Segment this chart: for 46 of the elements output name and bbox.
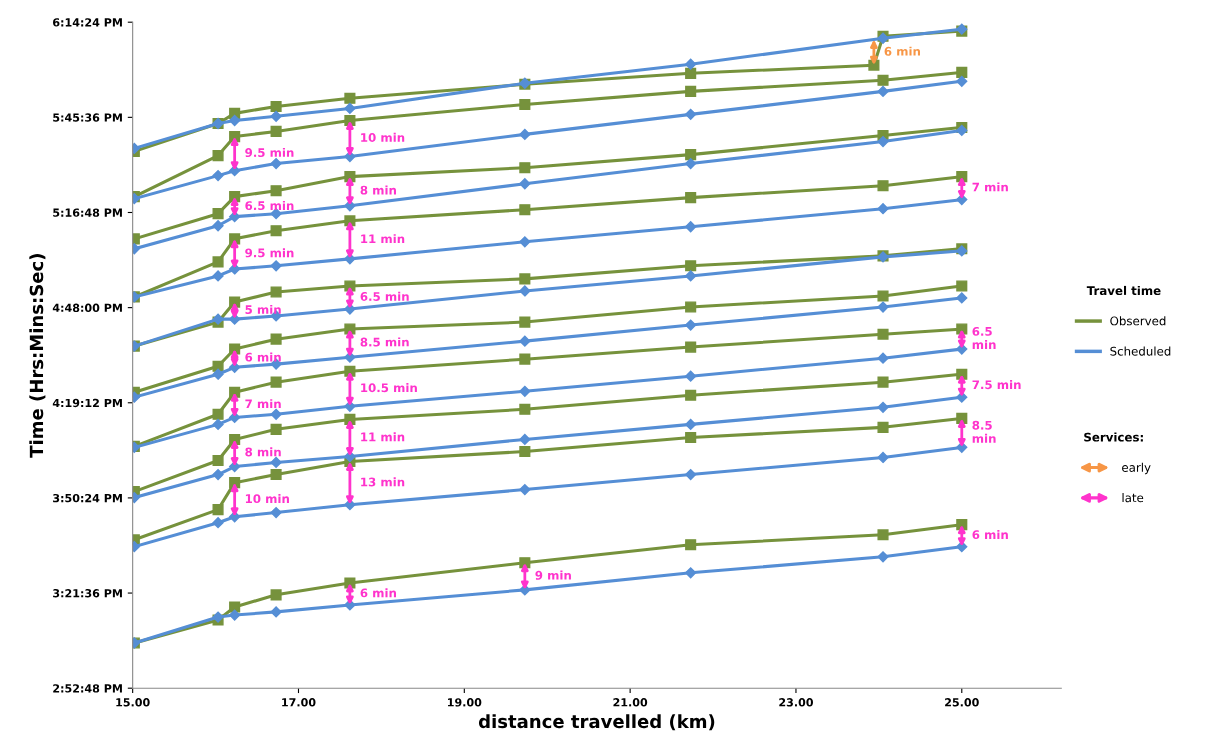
y-tick-label: 3:50:24 PM bbox=[53, 493, 122, 503]
annotation: 10 min bbox=[361, 132, 405, 142]
annotation: 6.5 min bbox=[972, 326, 996, 349]
annotation: 7.5 min bbox=[972, 380, 1021, 390]
y-tick-label: 4:48:00 PM bbox=[52, 303, 122, 313]
annotation: 5 min bbox=[245, 304, 281, 315]
annotation: 10 min bbox=[245, 493, 289, 504]
annotation: 8 min bbox=[245, 447, 281, 457]
annotation: 10.5 min bbox=[361, 383, 417, 393]
annotation: 11 min bbox=[361, 432, 405, 442]
x-tick-label: 19.00 bbox=[447, 698, 482, 707]
y-axis-title: Time (Hrs:Mins:Sec) bbox=[29, 254, 46, 458]
x-axis-title: distance travelled (km) bbox=[478, 714, 715, 731]
annotation: 6.5 min bbox=[245, 200, 294, 211]
y-tick-label: 5:16:48 PM bbox=[53, 208, 122, 217]
text: late bbox=[1122, 493, 1144, 503]
annotation: 9 min bbox=[535, 570, 571, 580]
x-tick-label: 17.00 bbox=[282, 698, 316, 707]
y-tick-label: 4:19:12 PM bbox=[52, 398, 122, 408]
x-tick-label: 23.00 bbox=[779, 698, 813, 707]
annotation: 9.5 min bbox=[245, 248, 294, 258]
annotation: 7 min bbox=[245, 399, 281, 409]
legend-label: Scheduled bbox=[1110, 346, 1171, 356]
annotation: 8.5 min bbox=[972, 420, 996, 443]
legend-label: Observed bbox=[1110, 316, 1166, 326]
y-tick-label: 5:45:36 PM bbox=[53, 113, 122, 122]
annotation: 7 min bbox=[972, 182, 1008, 192]
y-tick-label: 2:52:48 PM bbox=[53, 684, 122, 693]
annotation: 6 min bbox=[884, 46, 920, 56]
annotation: 8 min bbox=[360, 185, 396, 195]
annotation: 13 min bbox=[361, 477, 405, 487]
annotation: 6 min bbox=[972, 529, 1008, 540]
annotation: 9.5 min bbox=[245, 147, 294, 158]
annotation: 11 min bbox=[361, 234, 405, 244]
x-tick-label: 15.00 bbox=[116, 698, 150, 707]
y-tick-label: 6:14:24 PM bbox=[53, 18, 122, 27]
text: early bbox=[1122, 462, 1151, 475]
legend-title: Travel time bbox=[1086, 285, 1161, 296]
x-tick-label: 21.00 bbox=[613, 698, 648, 707]
annotation: 6 min bbox=[245, 352, 281, 362]
annotation: 6.5 min bbox=[360, 291, 409, 301]
y-tick-label: 3:21:36 PM bbox=[53, 589, 122, 598]
annotation: 6 min bbox=[360, 588, 396, 598]
x-tick-label: 25.00 bbox=[945, 698, 979, 707]
text: Services: bbox=[1084, 432, 1143, 442]
annotation: 8.5 min bbox=[360, 337, 409, 347]
